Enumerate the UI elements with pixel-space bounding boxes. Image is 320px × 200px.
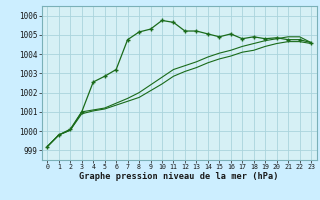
X-axis label: Graphe pression niveau de la mer (hPa): Graphe pression niveau de la mer (hPa) xyxy=(79,172,279,181)
